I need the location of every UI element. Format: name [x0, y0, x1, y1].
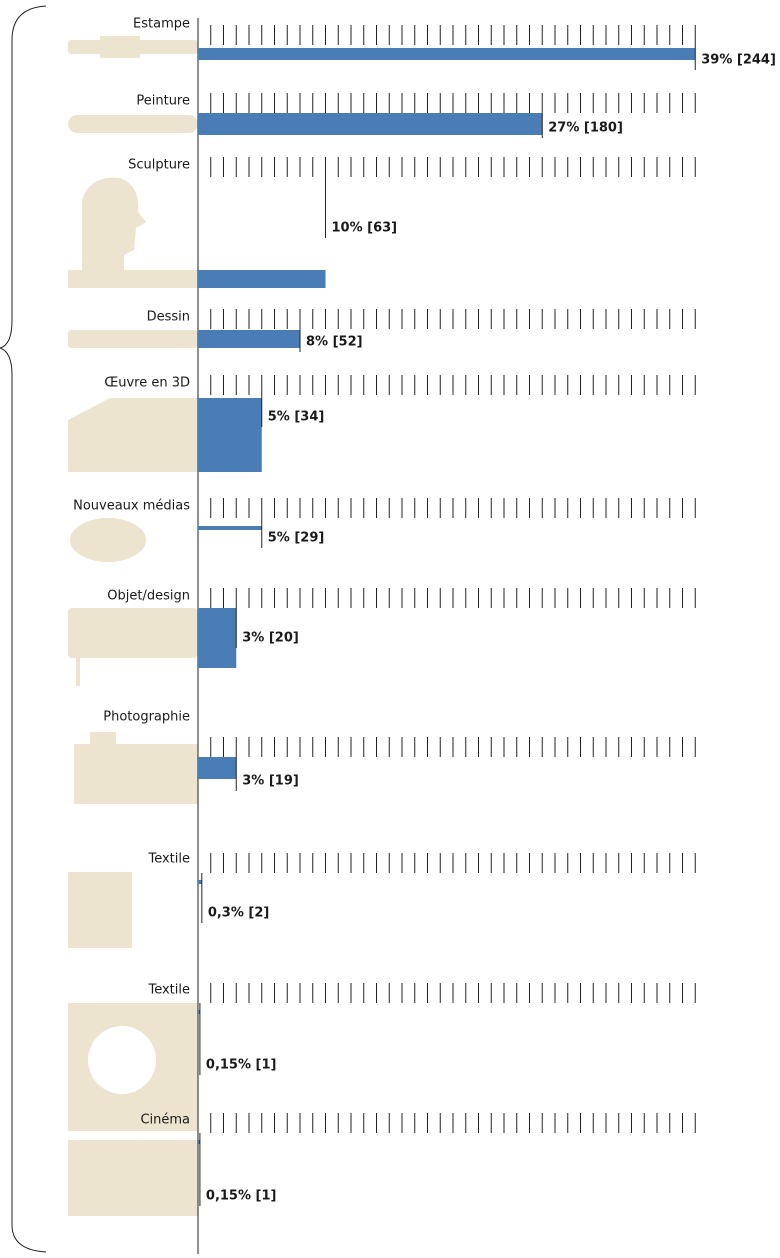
bar [198, 1140, 200, 1144]
bar [198, 48, 696, 60]
value-label: 39% [244] [701, 53, 776, 68]
value-label: 5% [29] [268, 531, 325, 546]
brace [0, 5, 47, 1253]
sofa-icon [68, 608, 198, 658]
category-label: Textile [147, 983, 190, 998]
category-label: Cinéma [140, 1113, 190, 1128]
spool-icon [68, 872, 132, 948]
sofa-leg [76, 650, 80, 686]
icons [68, 36, 198, 1216]
value-label: 0,3% [2] [208, 906, 270, 921]
category-label: Dessin [147, 310, 190, 325]
bar [198, 880, 202, 884]
pencil-icon [68, 330, 198, 348]
base-icon [68, 270, 198, 288]
film-icon [68, 1140, 198, 1216]
category-label: Textile [147, 852, 190, 867]
category-label: Nouveaux médias [73, 499, 190, 514]
box-icon [68, 398, 198, 472]
value-label: 27% [180] [548, 121, 623, 136]
category-label: Sculpture [128, 158, 190, 173]
head-icon [82, 177, 146, 270]
bar [198, 330, 300, 348]
value-label: 8% [52] [306, 335, 363, 350]
brush-icon [68, 115, 198, 133]
category-label: Peinture [136, 94, 190, 109]
bar [198, 270, 326, 288]
print-icon [100, 36, 140, 58]
polaroid-lens [88, 1026, 156, 1094]
value-label: 3% [19] [242, 774, 299, 789]
value-label: 3% [20] [242, 631, 299, 646]
bar [198, 757, 237, 779]
value-label: 10% [63] [332, 221, 398, 236]
category-label: Photographie [103, 710, 190, 725]
bar [198, 526, 262, 530]
bar [198, 608, 237, 668]
category-label: Œuvre en 3D [104, 376, 190, 391]
camera-top [90, 732, 116, 746]
bar [198, 113, 543, 135]
category-label: Objet/design [107, 589, 190, 604]
mouse-icon [70, 518, 146, 562]
value-label: 5% [34] [268, 410, 325, 425]
category-label: Estampe [133, 17, 190, 32]
value-label: 0,15% [1] [206, 1189, 277, 1204]
value-label: 0,15% [1] [206, 1058, 277, 1073]
bar [198, 1010, 200, 1014]
camera-icon [74, 744, 198, 804]
bar [198, 398, 262, 472]
